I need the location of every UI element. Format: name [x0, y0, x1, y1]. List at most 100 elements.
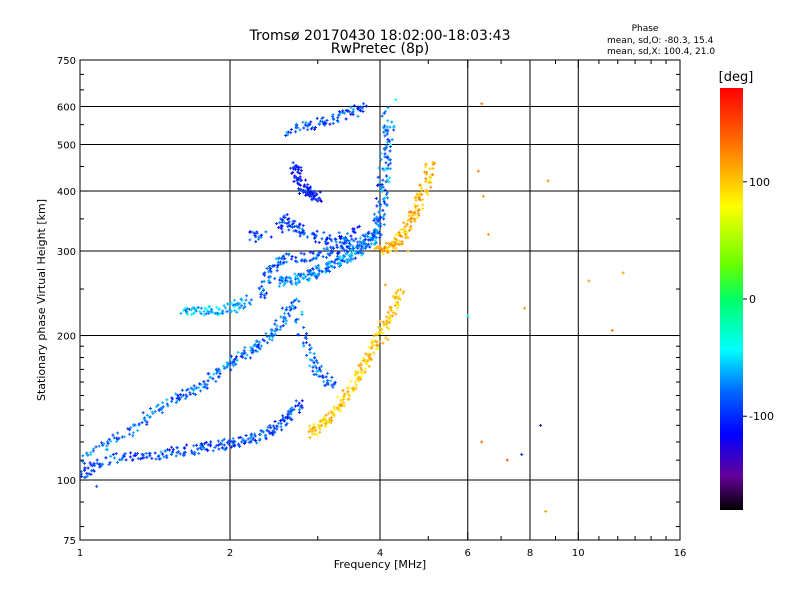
echo-point [240, 304, 244, 308]
echo-point [275, 269, 279, 273]
echo-point [342, 259, 346, 263]
echo-point [128, 428, 132, 432]
echo-point [185, 395, 189, 399]
echo-point [313, 364, 317, 368]
echo-point [381, 178, 385, 182]
echo-point [377, 217, 381, 221]
echo-point [394, 300, 398, 304]
echo-point [280, 418, 284, 422]
echo-point [328, 269, 332, 273]
echo-point [356, 246, 360, 250]
echo-point [203, 306, 207, 310]
echo-point [135, 452, 139, 456]
echo-point [381, 341, 385, 345]
echo-point [386, 166, 390, 170]
echo-point [410, 213, 414, 217]
echo-point [428, 179, 432, 183]
echo-point [280, 279, 284, 283]
echo-point [253, 434, 257, 438]
echo-point [349, 112, 353, 116]
echo-point [383, 212, 387, 216]
echo-point [243, 305, 247, 309]
echo-point [416, 212, 420, 216]
echo-point [111, 433, 115, 437]
echo-point [178, 392, 182, 396]
echo-point [298, 178, 302, 182]
echo-point [431, 160, 435, 164]
echo-point [354, 386, 358, 390]
echo-point [262, 339, 266, 343]
echo-point [209, 440, 213, 444]
echo-point [377, 246, 381, 250]
echo-point [145, 413, 149, 417]
echo-point [174, 454, 178, 458]
echo-point [226, 302, 230, 306]
echo-point [321, 375, 325, 379]
echo-point [325, 246, 329, 250]
echo-point [282, 221, 286, 225]
echo-point [292, 307, 296, 311]
echo-point [293, 165, 297, 169]
echo-point [281, 414, 285, 418]
echo-point [278, 221, 282, 225]
echo-point [313, 356, 317, 360]
echo-point [182, 446, 186, 450]
echo-point [296, 274, 300, 278]
echo-point [308, 259, 312, 263]
echo-point [265, 341, 269, 345]
echo-point [402, 231, 406, 235]
echo-point [319, 364, 323, 368]
echo-point [205, 386, 209, 390]
echo-point [251, 436, 255, 440]
echo-point [248, 356, 252, 360]
echo-point [314, 372, 318, 376]
echo-point [338, 255, 342, 259]
echo-point [323, 384, 327, 388]
echo-point [336, 408, 340, 412]
echo-point [304, 337, 308, 341]
echo-point [375, 218, 379, 222]
echo-point [240, 299, 244, 303]
echo-point [354, 245, 358, 249]
echo-point [178, 398, 182, 402]
echo-point [301, 120, 305, 124]
echo-point [247, 301, 251, 305]
stats-x-mode: mean, sd,X: 100.4, 21.0 [607, 47, 715, 57]
echo-point [372, 212, 376, 216]
echo-point [382, 111, 386, 115]
echo-point [190, 451, 194, 455]
echo-point [199, 444, 203, 448]
echo-point [280, 227, 284, 231]
echo-point [258, 438, 262, 442]
echo-point [229, 361, 233, 365]
echo-point [380, 327, 384, 331]
echo-point [85, 474, 89, 478]
echo-point [294, 255, 298, 259]
echo-point [184, 393, 188, 397]
echo-point [280, 306, 284, 310]
echo-point [334, 240, 338, 244]
echo-point [301, 190, 305, 194]
echo-point [279, 325, 283, 329]
echo-point [175, 445, 179, 449]
echo-point [153, 410, 157, 414]
echo-point [354, 373, 358, 377]
echo-point [375, 343, 379, 347]
echo-point [387, 180, 391, 184]
echo-point [386, 119, 390, 123]
echo-point [254, 240, 258, 244]
echo-point [344, 248, 348, 252]
echo-point [285, 422, 289, 426]
scatter-point [621, 271, 625, 275]
echo-point [293, 306, 297, 310]
echo-point [265, 335, 269, 339]
echo-point [388, 161, 392, 165]
echo-point [417, 208, 421, 212]
echo-point [218, 372, 222, 376]
echo-point [281, 324, 285, 328]
echo-point [129, 451, 133, 455]
echo-point [122, 454, 126, 458]
echo-point [233, 309, 237, 313]
echo-point [314, 264, 318, 268]
